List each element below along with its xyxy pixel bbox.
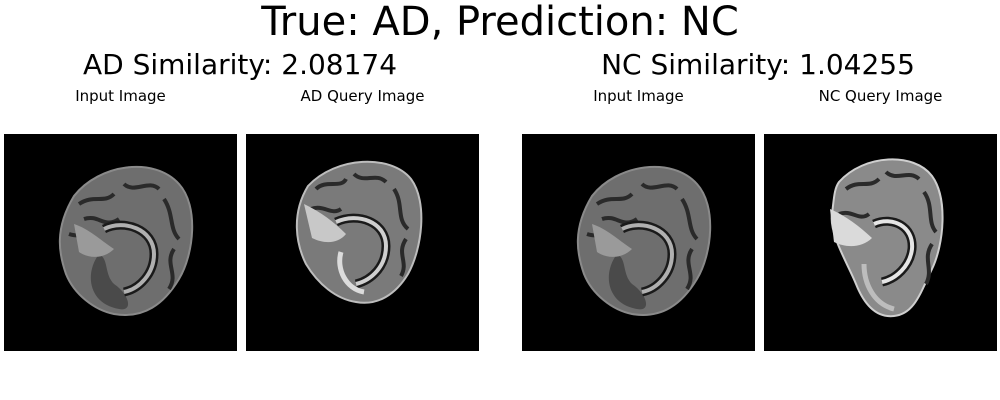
ad-query-mri-image — [246, 134, 479, 351]
figure-title: True: AD, Prediction: NC — [261, 0, 739, 45]
nc-query-mri-image — [764, 134, 997, 351]
nc-query-image-label: NC Query Image — [818, 87, 943, 105]
ad-input-image-label: Input Image — [75, 87, 166, 105]
ad-input-mri-image — [4, 134, 237, 351]
nc-similarity-title: NC Similarity: 1.04255 — [601, 48, 915, 81]
nc-input-mri-image — [522, 134, 755, 351]
ad-query-image-label: AD Query Image — [300, 87, 425, 105]
ad-similarity-title: AD Similarity: 2.08174 — [82, 48, 398, 81]
nc-input-image-label: Input Image — [593, 87, 684, 105]
